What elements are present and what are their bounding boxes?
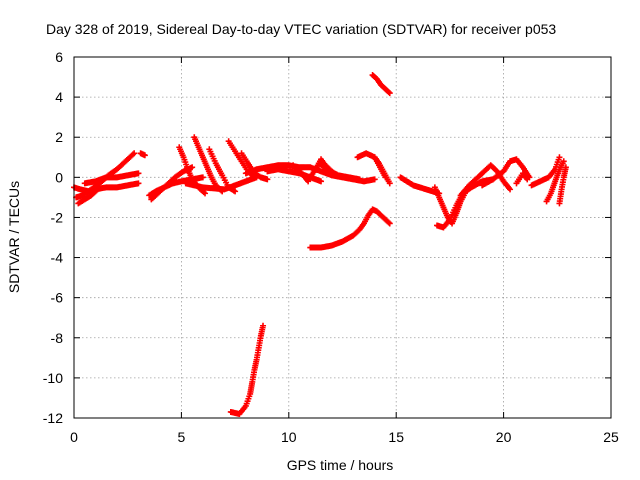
series-arc20	[371, 154, 393, 187]
series-arc11	[182, 174, 260, 193]
series-arc32	[556, 164, 569, 207]
series-arc23	[227, 322, 267, 417]
data-point	[507, 186, 514, 193]
series-arc22	[369, 72, 393, 97]
series-arc03	[81, 170, 142, 187]
y-tick-label: -6	[51, 290, 64, 306]
x-tick-label: 5	[178, 429, 186, 445]
chart-title: Day 328 of 2019, Sidereal Day-to-day VTE…	[46, 21, 556, 37]
series-arc15	[264, 166, 325, 185]
series-arc01	[71, 180, 142, 195]
data-points	[71, 72, 569, 417]
y-tick-label: 0	[55, 169, 63, 185]
x-tick-label: 25	[603, 429, 619, 445]
data-point	[386, 180, 393, 187]
plot-frame	[73, 56, 612, 419]
data-point	[141, 152, 148, 159]
data-point	[386, 90, 393, 97]
x-axis-label: GPS time / hours	[287, 457, 394, 473]
data-point	[560, 158, 567, 165]
series-arc29	[513, 170, 531, 187]
data-point	[385, 219, 392, 226]
data-point	[202, 190, 209, 197]
series-arc18	[315, 160, 363, 183]
series-arc08	[176, 144, 209, 197]
data-point	[524, 176, 531, 183]
y-tick-label: -2	[51, 209, 64, 225]
y-tick-label: -8	[51, 330, 64, 346]
data-point	[305, 178, 312, 185]
data-point	[562, 164, 569, 171]
data-point	[385, 89, 392, 96]
series-arc16	[290, 162, 312, 185]
data-point	[232, 188, 239, 195]
data-point	[264, 176, 271, 183]
x-tick-label: 15	[388, 429, 404, 445]
data-point	[94, 186, 101, 193]
series-arc31	[543, 158, 567, 205]
series-arc05	[137, 150, 148, 159]
y-tick-label: -10	[43, 370, 63, 386]
x-tick-label: 0	[70, 429, 78, 445]
data-point	[556, 154, 563, 161]
y-tick-label: 4	[55, 89, 63, 105]
data-point	[386, 220, 393, 227]
data-point	[135, 180, 142, 187]
y-tick-label: -12	[43, 410, 63, 426]
series-arc04	[75, 186, 101, 207]
data-point	[356, 176, 363, 183]
y-tick-label: 6	[55, 49, 63, 65]
y-axis-label: SDTVAR / TECUs	[6, 181, 22, 293]
axis-ticks: 0 5 10 15 20 25 -12 -10 -8 -6 -4 -2 0 2 4 6	[43, 49, 619, 445]
data-point	[93, 187, 100, 194]
data-point	[135, 170, 142, 177]
y-tick-label: 2	[55, 129, 63, 145]
y-tick-label: -4	[51, 250, 64, 266]
data-point	[199, 174, 206, 181]
data-point	[318, 178, 325, 185]
data-point	[371, 176, 378, 183]
x-tick-label: 10	[281, 429, 297, 445]
series-arc21	[307, 206, 393, 251]
data-point	[189, 164, 196, 171]
grid	[74, 57, 611, 418]
data-point	[131, 150, 138, 157]
data-point	[260, 322, 267, 329]
x-tick-label: 20	[496, 429, 512, 445]
